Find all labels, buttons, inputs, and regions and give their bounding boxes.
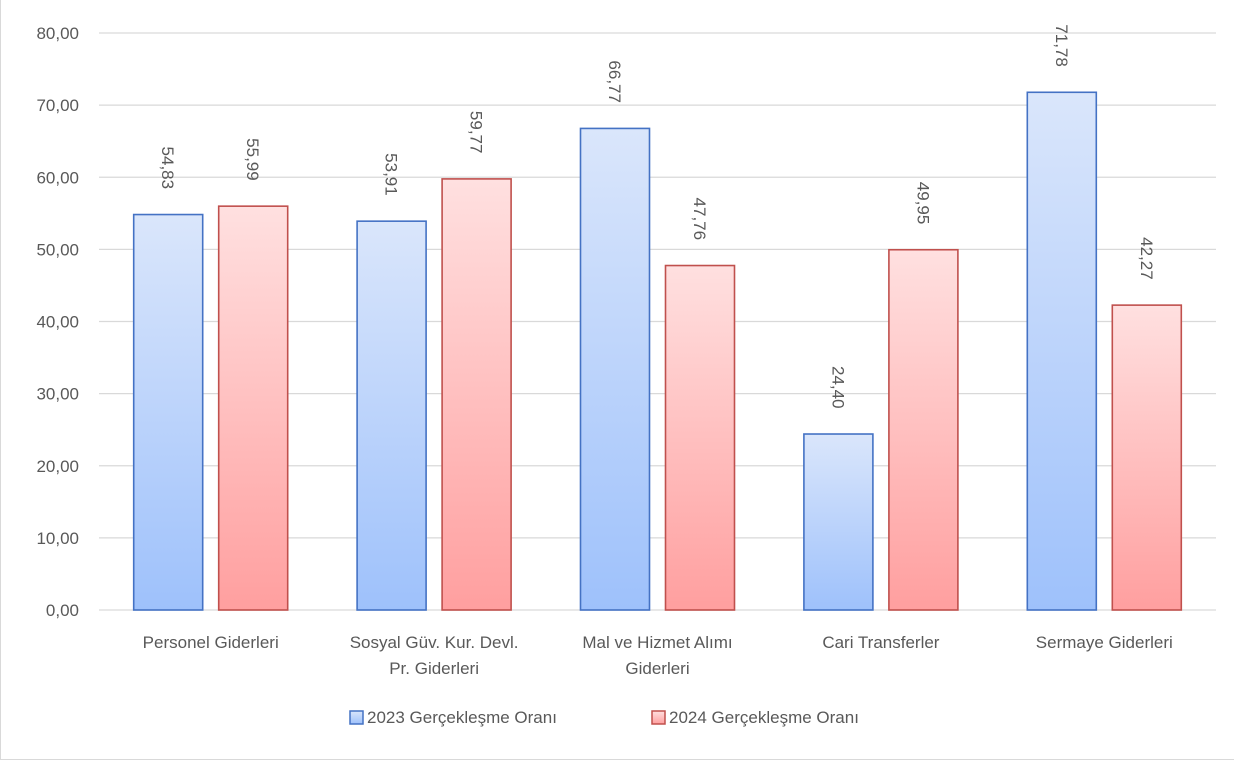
- x-axis: Personel Giderleri Sosyal Güv. Kur. Devl.…: [143, 633, 1173, 678]
- x-category-label: Mal ve Hizmet Alımı: [582, 633, 732, 652]
- data-label: 66,77: [605, 60, 624, 103]
- data-label: 42,27: [1137, 237, 1156, 280]
- y-tick-label: 60,00: [36, 168, 79, 187]
- x-category-label: Sermaye Giderleri: [1036, 633, 1173, 652]
- bar: [1026, 91, 1098, 611]
- data-label: 55,99: [243, 138, 262, 181]
- legend-swatch: [651, 710, 666, 725]
- data-label: 53,91: [382, 153, 401, 196]
- y-tick-label: 70,00: [36, 96, 79, 115]
- bar: [803, 433, 874, 611]
- bar: [888, 248, 959, 611]
- y-tick-label: 10,00: [36, 529, 79, 548]
- y-tick-label: 40,00: [36, 313, 79, 332]
- legend-label: 2023 Gerçekleşme Oranı: [367, 708, 557, 727]
- bars: [132, 91, 1183, 611]
- data-label: 49,95: [913, 182, 932, 225]
- bar: [356, 220, 427, 611]
- bar: [579, 127, 651, 611]
- data-label: 54,83: [158, 147, 177, 190]
- x-category-label: Cari Transferler: [822, 633, 939, 652]
- y-axis: 0,00 10,00 20,00 30,00 40,00 50,00 60,00 70,00 8…: [36, 24, 79, 620]
- bar: [441, 178, 512, 611]
- data-label: 59,77: [467, 111, 486, 154]
- data-label: 47,76: [690, 198, 709, 241]
- bar: [1111, 304, 1183, 611]
- legend-swatch: [349, 710, 364, 725]
- y-tick-label: 80,00: [36, 24, 79, 43]
- legend: 2023 Gerçekleşme Oranı 2024 Gerçekleşme O…: [349, 708, 859, 727]
- legend-label: 2024 Gerçekleşme Oranı: [669, 708, 859, 727]
- data-label: 71,78: [1052, 24, 1071, 67]
- x-category-label: Giderleri: [625, 659, 689, 678]
- data-label: 24,40: [828, 366, 847, 409]
- bar: [664, 264, 736, 611]
- x-category-label: Sosyal Güv. Kur. Devl.: [350, 633, 519, 652]
- y-tick-label: 50,00: [36, 240, 79, 259]
- y-tick-label: 20,00: [36, 457, 79, 476]
- x-category-label: Pr. Giderleri: [389, 659, 479, 678]
- x-category-label: Personel Giderleri: [143, 633, 279, 652]
- data-labels: 54,83 55,99 53,91 59,77 66,77 47,76 24,40 49,95…: [158, 24, 1156, 408]
- y-tick-label: 30,00: [36, 385, 79, 404]
- bar: [132, 213, 204, 611]
- bar: [217, 205, 289, 611]
- y-tick-label: 0,00: [46, 601, 79, 620]
